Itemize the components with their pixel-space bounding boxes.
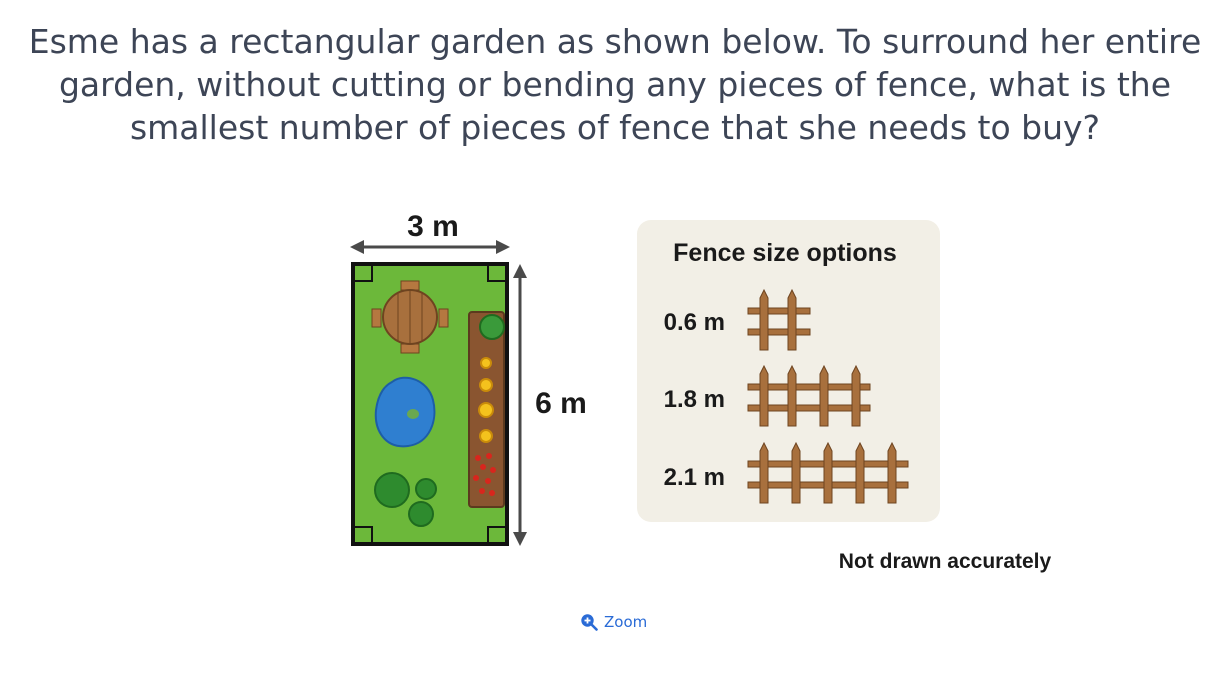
height-arrow [513,264,527,546]
fence-option-label-0: 0.6 m [664,309,725,336]
width-label: 3 m [407,210,459,243]
fence-icon-short [747,289,811,351]
garden-table [371,280,449,354]
fence-option-label-1: 1.8 m [664,386,725,413]
zoom-label: Zoom [604,613,648,631]
garden-bushes [374,472,437,527]
fence-icon-long [747,442,909,504]
corner-marks [355,266,505,542]
flower-bed [468,311,505,508]
question-line-1: Esme has a rectangular garden as shown b… [28,22,1202,61]
fence-panel-background [637,220,940,522]
question-line-2: garden, without cutting or bending any p… [58,65,1171,104]
garden-diagram: 3 m 6 m [350,210,587,546]
zoom-button[interactable]: Zoom [580,610,647,634]
height-label: 6 m [535,387,587,420]
not-drawn-note: Not drawn accurately [839,550,1052,573]
garden-pond [374,376,436,448]
zoom-icon [580,613,598,631]
width-arrow [350,240,510,254]
fence-options-panel: Fence size options 0.6 m 1.8 m 2.1 m [637,220,940,522]
question-line-3: smallest number of pieces of fence that … [129,108,1101,147]
fence-panel-title: Fence size options [673,239,897,267]
fence-icon-medium [747,365,871,427]
question-text: Esme has a rectangular garden as shown b… [0,20,1230,149]
fence-option-label-2: 2.1 m [664,464,725,491]
